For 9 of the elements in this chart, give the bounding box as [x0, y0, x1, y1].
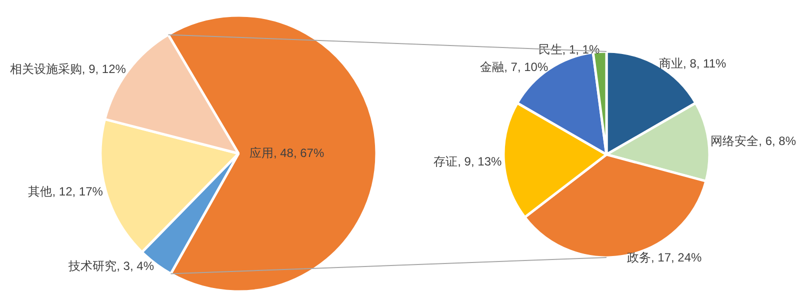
slice-label: 金融, 7, 10%	[480, 60, 548, 74]
slice-label: 商业, 8, 11%	[659, 56, 726, 71]
slice-label: 应用, 48, 67%	[249, 146, 324, 160]
slice-label: 技术研究, 3, 4%	[68, 259, 154, 274]
slice-label: 其他, 12, 17%	[28, 184, 104, 198]
slice-label: 相关设施采购, 9, 12%	[10, 62, 126, 76]
slice-label: 政务, 17, 24%	[626, 250, 702, 265]
slice-label: 存证, 9, 13%	[434, 154, 502, 168]
slice-label: 网络安全, 6, 8%	[710, 134, 796, 148]
